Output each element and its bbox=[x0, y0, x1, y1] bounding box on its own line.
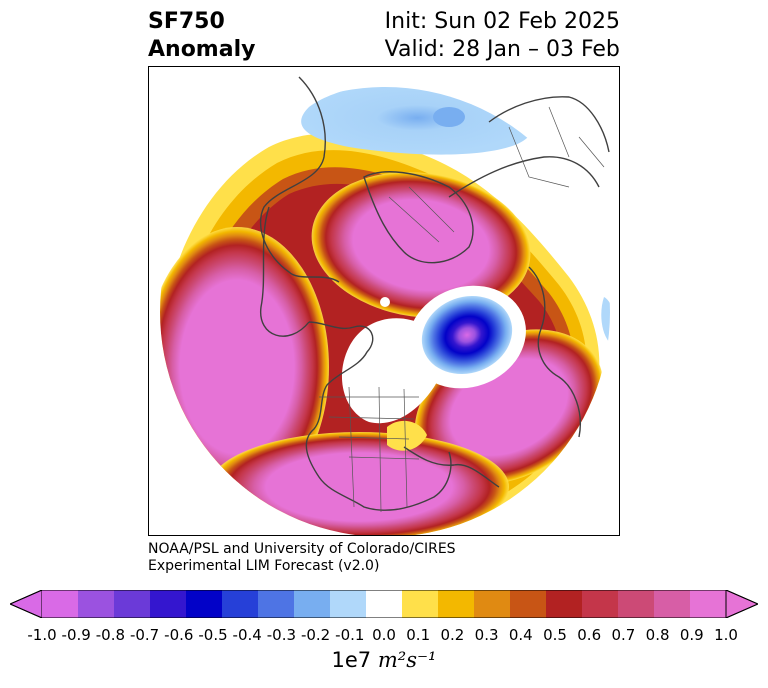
plot-title: SF750 Anomaly bbox=[148, 8, 255, 64]
colorbar-swatch bbox=[654, 590, 691, 618]
colorbar-swatch bbox=[438, 590, 475, 618]
units-prefix: 1e7 bbox=[331, 648, 372, 672]
valid-dates: Valid: 28 Jan – 03 Feb bbox=[384, 37, 620, 62]
colorbar-tick-label: -0.6 bbox=[164, 626, 194, 644]
colorbar-tick-label: 0.4 bbox=[508, 626, 533, 644]
colorbar-tick-label: -1.0 bbox=[27, 626, 57, 644]
colorbar-tick-label: 0.8 bbox=[645, 626, 670, 644]
units-label: m²s⁻¹ bbox=[377, 648, 437, 672]
colorbar-tick-label: -0.9 bbox=[61, 626, 91, 644]
colorbar-tick-label: -0.7 bbox=[129, 626, 160, 644]
colorbar-swatch bbox=[366, 590, 403, 618]
colorbar-swatch bbox=[222, 590, 259, 618]
map-panel bbox=[148, 66, 620, 536]
colorbar-swatch bbox=[330, 590, 367, 618]
colorbar-tick-label: -0.2 bbox=[300, 626, 331, 644]
colorbar-tick-label: 0.7 bbox=[611, 626, 636, 644]
colorbar-swatch bbox=[114, 590, 151, 618]
colorbar-tick-label: 0.6 bbox=[577, 626, 602, 644]
colorbar-swatch bbox=[294, 590, 331, 618]
colorbar-swatch bbox=[582, 590, 619, 618]
variable-label: SF750 bbox=[148, 9, 225, 34]
init-date: Init: Sun 02 Feb 2025 bbox=[384, 9, 620, 34]
colorbar-tick-label: -0.4 bbox=[232, 626, 262, 644]
colorbar-swatch bbox=[186, 590, 223, 618]
colorbar-swatch bbox=[78, 590, 115, 618]
colorbar-tick-label: 0.0 bbox=[372, 626, 396, 644]
colorbar-swatch bbox=[402, 590, 439, 618]
colorbar-extend-high bbox=[725, 590, 758, 618]
colorbar-tick-label: 0.2 bbox=[440, 626, 465, 644]
date-block: Init: Sun 02 Feb 2025 Valid: 28 Jan – 03… bbox=[385, 8, 620, 64]
shaded-field bbox=[160, 87, 610, 535]
anomaly-map bbox=[160, 76, 610, 535]
colorbar-ticks: -1.0 -0.9 -0.8 -0.7 -0.6 -0.5 -0.4 -0.3 -0.2 -0.1… bbox=[0, 626, 768, 646]
colorbar-tick-label: 1.0 bbox=[714, 626, 738, 644]
colorbar-extend-low bbox=[10, 590, 43, 618]
colorbar-tick-label: -0.8 bbox=[95, 626, 126, 644]
colorbar-units: 1e7 m²s⁻¹ bbox=[0, 648, 768, 672]
coastlines bbox=[259, 76, 610, 511]
credit-line-2: Experimental LIM Forecast (v2.0) bbox=[148, 558, 380, 574]
colorbar-swatch bbox=[42, 590, 79, 618]
colorbar-swatch bbox=[618, 590, 655, 618]
colorbar-swatch bbox=[474, 590, 511, 618]
colorbar-tick-label: -0.3 bbox=[266, 626, 297, 644]
colorbar-tick-label: 0.1 bbox=[406, 626, 431, 644]
colorbar-tick-label: -0.5 bbox=[198, 626, 228, 644]
colorbar-tick-label: -0.1 bbox=[335, 626, 365, 644]
colorbar-swatch bbox=[690, 590, 727, 618]
colorbar-swatch bbox=[150, 590, 187, 618]
north-pole-marker bbox=[380, 297, 390, 307]
colorbar-tick-label: 0.5 bbox=[543, 626, 567, 644]
credit-text: NOAA/PSL and University of Colorado/CIRE… bbox=[148, 541, 456, 575]
colorbar-tick-label: 0.9 bbox=[679, 626, 704, 644]
colorbar-swatch bbox=[258, 590, 295, 618]
political-borders bbox=[319, 106, 605, 513]
colorbar-tick-label: 0.3 bbox=[474, 626, 499, 644]
colorbar-swatch bbox=[546, 590, 583, 618]
colorbar-swatch bbox=[510, 590, 547, 618]
credit-line-1: NOAA/PSL and University of Colorado/CIRE… bbox=[148, 541, 456, 557]
anomaly-label: Anomaly bbox=[148, 37, 256, 62]
colorbar bbox=[10, 590, 758, 618]
